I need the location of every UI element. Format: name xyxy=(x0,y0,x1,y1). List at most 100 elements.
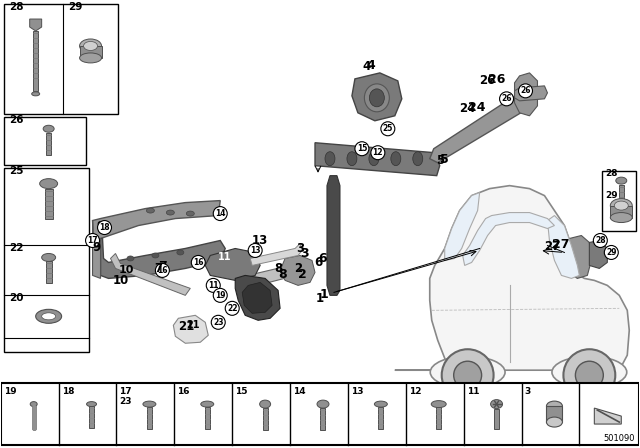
Bar xyxy=(619,185,624,207)
Text: 22: 22 xyxy=(227,304,237,313)
Polygon shape xyxy=(236,260,302,290)
Text: 2: 2 xyxy=(294,262,302,275)
Circle shape xyxy=(86,233,100,247)
Text: 2: 2 xyxy=(298,268,307,281)
Text: 9: 9 xyxy=(92,241,100,254)
Bar xyxy=(321,408,326,430)
Bar xyxy=(262,408,268,430)
Circle shape xyxy=(593,233,607,247)
Text: 25: 25 xyxy=(383,124,393,133)
Circle shape xyxy=(191,255,205,269)
Circle shape xyxy=(454,361,482,389)
Text: 19: 19 xyxy=(215,291,225,300)
Ellipse shape xyxy=(36,309,61,323)
Ellipse shape xyxy=(369,152,379,166)
Text: 18: 18 xyxy=(61,387,74,396)
Polygon shape xyxy=(315,143,440,176)
Ellipse shape xyxy=(43,125,54,132)
Circle shape xyxy=(381,122,395,136)
Text: 12: 12 xyxy=(409,387,421,396)
Polygon shape xyxy=(280,255,315,285)
Circle shape xyxy=(604,246,618,259)
Circle shape xyxy=(371,146,385,159)
Text: 28: 28 xyxy=(9,2,23,12)
Polygon shape xyxy=(547,215,579,278)
Text: 27: 27 xyxy=(552,238,570,251)
Bar xyxy=(147,407,152,429)
Circle shape xyxy=(518,84,532,98)
Text: 13: 13 xyxy=(252,234,268,247)
Text: 501090: 501090 xyxy=(604,434,636,443)
Ellipse shape xyxy=(147,208,154,213)
Polygon shape xyxy=(236,276,280,320)
Ellipse shape xyxy=(374,401,387,407)
Text: 24: 24 xyxy=(468,101,485,114)
Text: 17: 17 xyxy=(120,387,132,396)
Circle shape xyxy=(442,349,493,401)
Text: 29: 29 xyxy=(605,190,618,200)
Polygon shape xyxy=(205,249,260,280)
Ellipse shape xyxy=(413,152,423,166)
Text: 25: 25 xyxy=(9,166,23,176)
Text: 23: 23 xyxy=(120,397,132,406)
Text: 3: 3 xyxy=(525,387,531,396)
Text: 12: 12 xyxy=(372,148,383,157)
Text: 15: 15 xyxy=(236,387,248,396)
Polygon shape xyxy=(93,201,220,241)
Text: 8: 8 xyxy=(278,268,287,281)
Text: 26: 26 xyxy=(488,73,505,86)
Text: 3: 3 xyxy=(300,247,308,260)
Text: 26: 26 xyxy=(520,86,531,95)
Text: 5: 5 xyxy=(436,154,444,167)
Ellipse shape xyxy=(614,201,628,210)
Polygon shape xyxy=(100,238,225,278)
Text: 18: 18 xyxy=(99,223,110,232)
Polygon shape xyxy=(463,212,554,265)
Bar xyxy=(4,117,86,165)
Text: 11: 11 xyxy=(467,387,479,396)
Bar xyxy=(494,409,499,429)
Bar xyxy=(89,406,94,428)
Ellipse shape xyxy=(152,253,159,258)
Circle shape xyxy=(156,263,170,277)
Circle shape xyxy=(213,207,227,220)
Ellipse shape xyxy=(347,152,357,166)
Bar xyxy=(1,383,639,445)
Polygon shape xyxy=(589,241,607,268)
Ellipse shape xyxy=(166,210,174,215)
Text: 16: 16 xyxy=(177,387,190,396)
Ellipse shape xyxy=(84,42,97,51)
Ellipse shape xyxy=(40,179,58,189)
Text: 11: 11 xyxy=(218,253,232,263)
Circle shape xyxy=(211,315,225,329)
Text: 14: 14 xyxy=(215,209,225,218)
Ellipse shape xyxy=(143,401,156,407)
Text: 19: 19 xyxy=(4,387,17,396)
Bar xyxy=(45,262,52,284)
Bar xyxy=(547,406,563,422)
Text: 23: 23 xyxy=(213,318,223,327)
Polygon shape xyxy=(515,86,547,101)
Ellipse shape xyxy=(42,254,56,262)
Bar xyxy=(611,206,632,218)
Ellipse shape xyxy=(431,401,446,408)
Text: 4: 4 xyxy=(363,60,371,73)
Text: 6: 6 xyxy=(318,252,326,266)
Text: 16: 16 xyxy=(157,266,168,275)
Ellipse shape xyxy=(391,152,401,166)
Bar xyxy=(45,189,52,219)
Circle shape xyxy=(355,142,369,156)
Text: 27: 27 xyxy=(544,240,561,253)
Circle shape xyxy=(500,92,513,106)
Text: 20: 20 xyxy=(9,293,23,303)
Bar xyxy=(46,133,51,155)
Text: 9: 9 xyxy=(97,220,104,231)
Text: 22: 22 xyxy=(9,243,23,254)
Text: 26: 26 xyxy=(501,95,512,103)
Circle shape xyxy=(563,349,615,401)
Text: 7: 7 xyxy=(158,260,167,273)
Text: 4: 4 xyxy=(367,59,376,72)
Polygon shape xyxy=(242,282,272,313)
Circle shape xyxy=(225,302,239,315)
Ellipse shape xyxy=(611,198,632,212)
